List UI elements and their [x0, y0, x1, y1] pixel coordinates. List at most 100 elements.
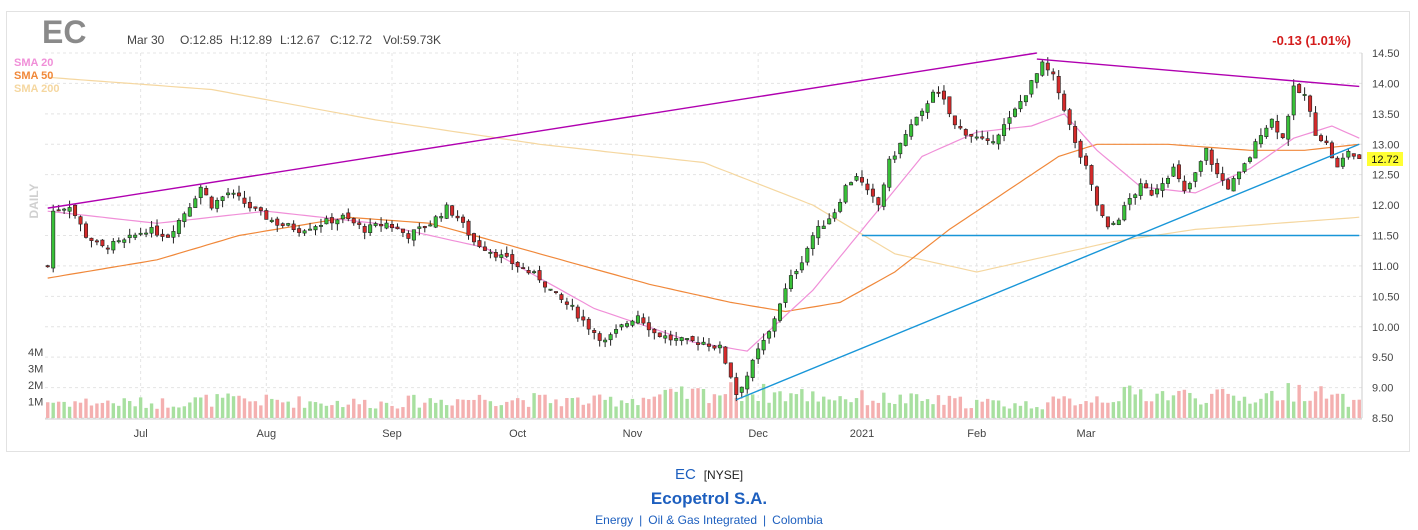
candle-body — [400, 228, 405, 233]
candle-body — [816, 225, 821, 239]
candle-body — [603, 339, 608, 343]
footer-ticker[interactable]: EC — [674, 466, 696, 483]
candle-body — [1308, 95, 1313, 112]
volume-bar — [1144, 401, 1148, 418]
volume-bar — [373, 408, 378, 418]
volume-bar — [761, 383, 766, 418]
volume-bar — [707, 403, 711, 418]
volume-bar — [188, 402, 192, 418]
candle-body — [553, 291, 558, 293]
volume-bar — [619, 400, 624, 418]
volume-bar — [302, 407, 307, 418]
volume-bar — [729, 382, 733, 418]
volume-bar — [636, 405, 640, 418]
y-tick-label: 13.50 — [1372, 109, 1400, 121]
sma-50-path — [47, 143, 1360, 313]
candle-body — [1171, 166, 1176, 177]
candle-body — [73, 204, 78, 216]
candle-body — [586, 318, 591, 330]
candle-body — [657, 332, 662, 338]
candle-body — [756, 348, 761, 360]
volume-bar — [516, 398, 520, 418]
candle-body — [947, 96, 952, 115]
company-name[interactable]: Ecopetrol S.A. — [650, 489, 768, 508]
candle-body — [149, 227, 154, 234]
candle-body — [641, 317, 646, 324]
candle-body — [144, 232, 149, 235]
volume-bar — [975, 399, 979, 418]
volume-bar — [193, 397, 197, 418]
volume-bar — [1155, 393, 1159, 418]
candle-body — [696, 342, 701, 345]
volume-bar — [1084, 401, 1088, 418]
volume-bar — [756, 400, 760, 418]
country-link[interactable]: Colombia — [772, 513, 823, 527]
y-tick-label: 13.00 — [1372, 139, 1400, 151]
volume-bar — [122, 398, 126, 418]
candle-body — [931, 91, 936, 103]
volume-bar — [1018, 405, 1023, 418]
y-tick-label: 10.50 — [1372, 291, 1400, 303]
candle-body — [504, 252, 509, 257]
candle-body — [1319, 135, 1324, 142]
candle-body — [291, 223, 296, 231]
volume-bar — [379, 401, 383, 418]
candle-body — [346, 212, 351, 220]
candle-body — [1286, 115, 1291, 140]
volume-bar — [1095, 396, 1099, 418]
volume-bar — [1220, 388, 1225, 418]
volume-bar — [1182, 389, 1187, 418]
volume-bar — [1062, 396, 1066, 418]
volume-bar — [1078, 404, 1083, 418]
change-value: -0.13 (1.01%) — [1272, 33, 1351, 48]
volume-bar — [581, 404, 585, 418]
volume-bars — [46, 382, 1361, 418]
candle-body — [870, 188, 875, 197]
volume-bar — [499, 405, 503, 418]
legend-sma20: SMA 20 — [14, 57, 53, 69]
candle-body — [1302, 94, 1307, 96]
volume-bar — [155, 408, 159, 418]
volume-bar — [1171, 395, 1176, 418]
volume-bar — [576, 397, 580, 418]
candle-body — [532, 271, 537, 274]
price-chart[interactable]: 14.50 14.00 13.50 13.00 12.50 12.00 11.50 11.00… — [0, 0, 1418, 452]
candle-body — [1029, 80, 1034, 95]
candle-body — [455, 215, 460, 219]
volume-bar — [275, 399, 279, 418]
sector-link[interactable]: Energy — [595, 513, 634, 527]
candle-body — [466, 220, 471, 236]
volume-bar — [1057, 398, 1061, 418]
candle-body — [1051, 71, 1056, 75]
volume-bar — [313, 402, 318, 418]
candle-body — [1204, 147, 1209, 161]
volume-bar — [106, 400, 110, 418]
candle-body — [444, 204, 449, 219]
candle-body — [433, 216, 438, 228]
candle-body — [1176, 164, 1181, 180]
volume-bar — [849, 402, 853, 418]
candle-body — [1258, 135, 1263, 145]
volume-bar — [1040, 409, 1045, 418]
candle-body — [138, 232, 143, 235]
y-tick-label: 12.00 — [1372, 200, 1400, 212]
candle-body — [881, 184, 886, 207]
volume-bar — [444, 405, 449, 418]
candle-body — [783, 288, 788, 303]
candle-body — [1127, 198, 1132, 205]
candle-body — [51, 210, 56, 269]
volume-bar — [450, 405, 454, 418]
volume-bar — [920, 400, 924, 418]
candle-body — [198, 186, 203, 198]
volume-bar — [674, 391, 678, 418]
candle-body — [1122, 205, 1127, 221]
candles — [45, 57, 1362, 402]
candle-body — [127, 234, 132, 239]
candle-body — [663, 335, 668, 339]
volume-bar — [204, 394, 208, 418]
volume-bar — [1199, 404, 1203, 418]
candle-body — [570, 304, 575, 307]
industry-link[interactable]: Oil & Gas Integrated — [648, 513, 758, 527]
candle-body — [1357, 154, 1362, 159]
candle-body — [373, 223, 378, 226]
